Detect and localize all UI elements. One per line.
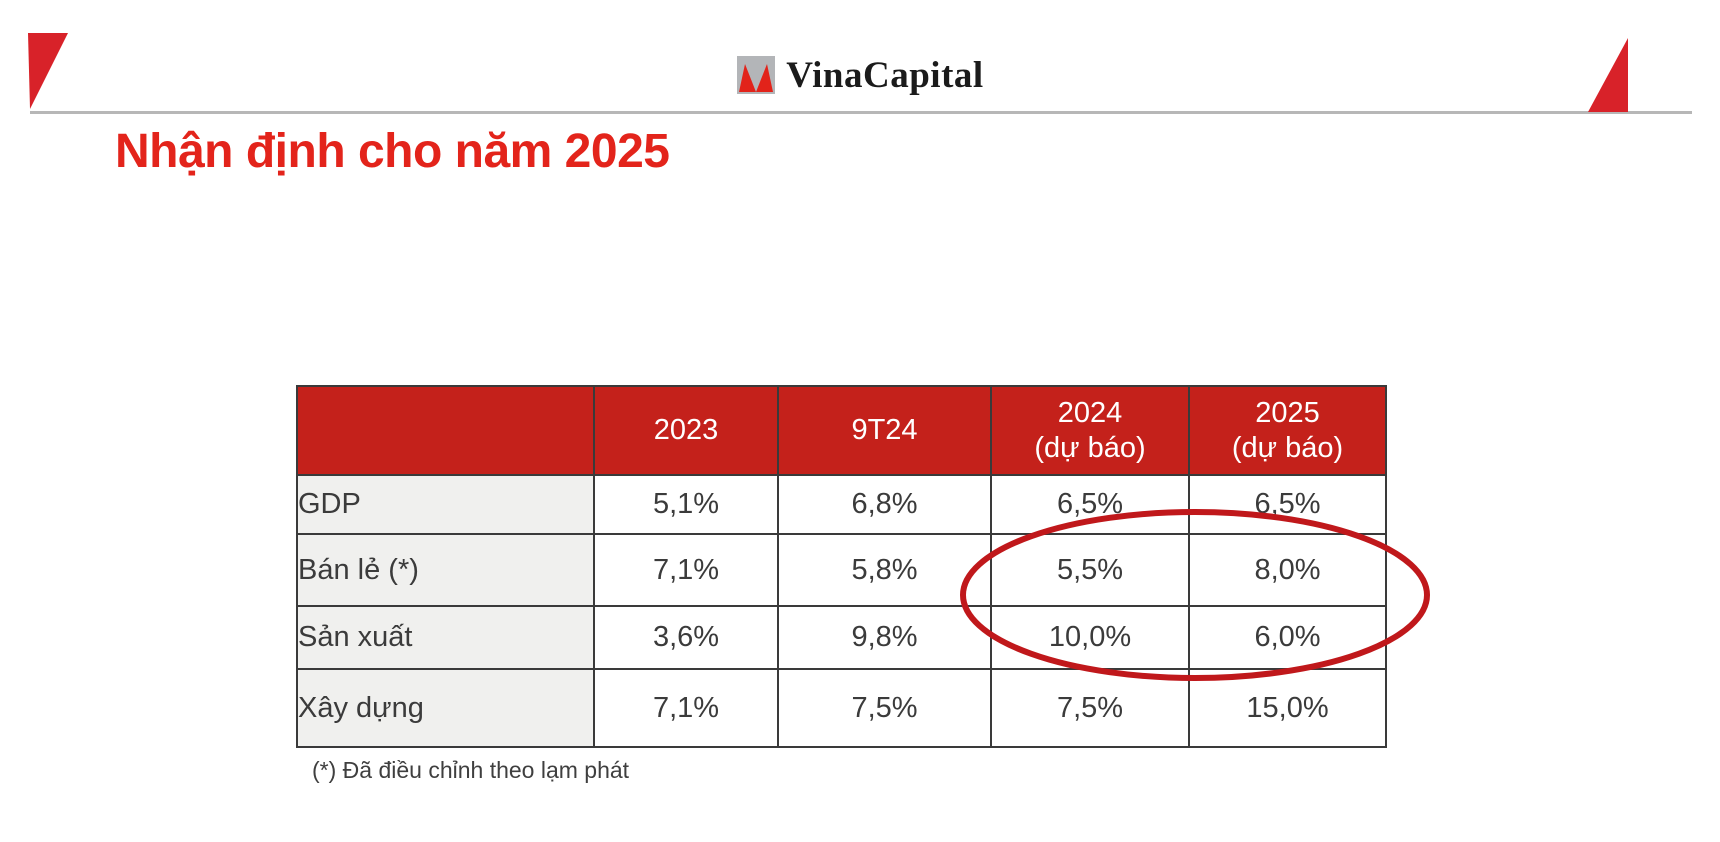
table-cell: 6,0% [1188, 605, 1387, 670]
table-cell: 6,5% [990, 474, 1190, 535]
footnote: (*) Đã điều chỉnh theo lạm phát [312, 757, 630, 783]
table-row-gdp: GDP 5,1% 6,8% 6,5% 6,5% [296, 474, 1387, 535]
table-cell: 8,0% [1188, 533, 1387, 607]
table-cell: 7,5% [777, 668, 992, 748]
table-cell: 9,8% [777, 605, 992, 670]
table-cell: 10,0% [990, 605, 1190, 670]
page-title: Nhận định cho năm 2025 [115, 125, 670, 178]
header-cell-9t24: 9T24 [777, 385, 992, 476]
table-row-ban-le: Bán lẻ (*) 7,1% 5,8% 5,5% 8,0% [296, 533, 1387, 607]
header-divider-line [30, 111, 1692, 114]
header-cell-2023: 2023 [593, 385, 779, 476]
vinacapital-logo-icon [737, 56, 776, 94]
logo-text: VinaCapital [786, 54, 984, 96]
table-cell: 7,5% [990, 668, 1190, 748]
forecast-table: 2023 9T24 2024 (dự báo) 2025 (dự báo) GD… [296, 385, 1387, 748]
row-label: GDP [296, 474, 595, 535]
table-cell: 15,0% [1188, 668, 1387, 748]
top-right-triangle-icon [1588, 38, 1628, 112]
logo: VinaCapital [0, 52, 1720, 98]
table-cell: 5,5% [990, 533, 1190, 607]
table-cell: 6,5% [1188, 474, 1387, 535]
table-cell: 6,8% [777, 474, 992, 535]
table-cell: 5,8% [777, 533, 992, 607]
table-header-row: 2023 9T24 2024 (dự báo) 2025 (dự báo) [296, 385, 1387, 476]
table-row-san-xuat: Sản xuất 3,6% 9,8% 10,0% 6,0% [296, 605, 1387, 670]
table-cell: 3,6% [593, 605, 779, 670]
row-label: Xây dựng [296, 668, 595, 748]
header-cell-empty [296, 385, 595, 476]
row-label: Bán lẻ (*) [296, 533, 595, 607]
table-cell: 7,1% [593, 668, 779, 748]
table-cell: 5,1% [593, 474, 779, 535]
header-cell-2024-forecast: 2024 (dự báo) [990, 385, 1190, 476]
top-left-triangle-icon [28, 33, 68, 109]
table-cell: 7,1% [593, 533, 779, 607]
row-label: Sản xuất [296, 605, 595, 670]
header-cell-2025-forecast: 2025 (dự báo) [1188, 385, 1387, 476]
table-row-xay-dung: Xây dựng 7,1% 7,5% 7,5% 15,0% [296, 668, 1387, 748]
